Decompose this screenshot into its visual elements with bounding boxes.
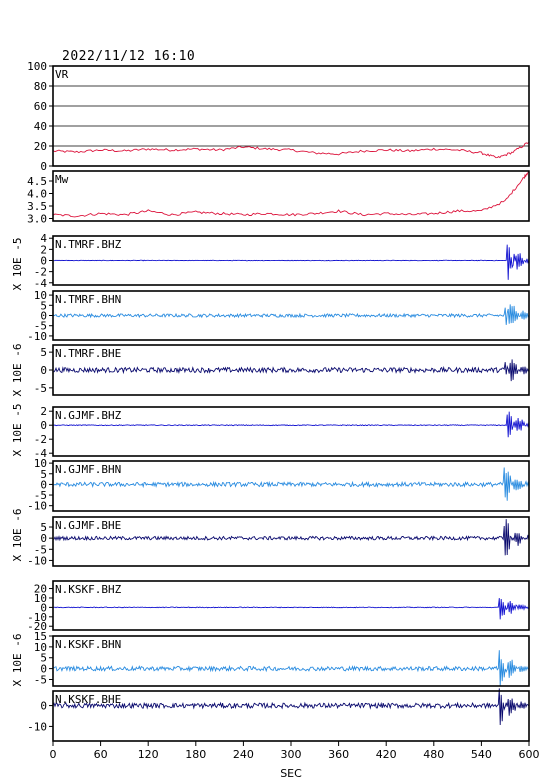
unit-label: X 10E -5 bbox=[11, 404, 24, 457]
panel-label: N.KSKF.BHZ bbox=[55, 583, 122, 596]
unit-label: X 10E -6 bbox=[11, 344, 24, 397]
panel-frame bbox=[52, 690, 530, 742]
panel-frame bbox=[52, 516, 530, 567]
y-tick-label: 0 bbox=[40, 700, 47, 713]
y-tick-label: 0 bbox=[40, 532, 47, 545]
panel-frame bbox=[52, 406, 530, 457]
y-tick-label: 0 bbox=[40, 663, 47, 676]
panel-label: N.KSKF.BHE bbox=[55, 693, 121, 706]
y-tick-label: 40 bbox=[34, 120, 47, 133]
series-line bbox=[52, 598, 530, 620]
y-tick-label: -10 bbox=[27, 330, 47, 343]
series-line bbox=[52, 467, 530, 501]
y-tick-label: -20 bbox=[27, 620, 47, 633]
y-tick-label: -4 bbox=[34, 277, 48, 290]
series-line bbox=[52, 141, 530, 159]
y-tick-label: 5 bbox=[40, 652, 47, 665]
y-tick-label: -2 bbox=[34, 266, 47, 279]
y-tick-label: 0 bbox=[40, 419, 47, 432]
chart-title: 2022/11/12 16:10 bbox=[62, 49, 196, 64]
series-line bbox=[52, 359, 530, 382]
y-tick-label: -5 bbox=[34, 543, 47, 556]
y-tick-label: 4.0 bbox=[27, 188, 47, 201]
y-tick-label: 0 bbox=[40, 160, 47, 173]
series-line bbox=[52, 688, 530, 726]
y-tick-label: -10 bbox=[27, 554, 47, 567]
x-tick-label: 120 bbox=[138, 748, 159, 761]
y-tick-label: -4 bbox=[34, 447, 48, 460]
panel-frame bbox=[52, 65, 530, 167]
y-tick-label: 100 bbox=[27, 60, 47, 73]
y-tick-label: -2 bbox=[34, 433, 47, 446]
panel-label: N.GJMF.BHN bbox=[55, 463, 121, 476]
y-tick-label: 20 bbox=[34, 140, 47, 153]
x-tick-label: 300 bbox=[281, 748, 302, 761]
y-tick-label: -10 bbox=[27, 720, 47, 733]
y-tick-label: 3.0 bbox=[27, 213, 47, 226]
x-tick-label: 0 bbox=[50, 748, 57, 761]
series-line bbox=[52, 411, 530, 438]
panel-label: N.GJMF.BHE bbox=[55, 519, 121, 532]
panel-frame bbox=[52, 170, 530, 222]
y-tick-label: -10 bbox=[27, 611, 47, 624]
y-tick-label: 80 bbox=[34, 80, 47, 93]
y-tick-label: 0 bbox=[40, 255, 47, 268]
y-tick-label: 5 bbox=[40, 299, 47, 312]
unit-label: X 10E -5 bbox=[11, 238, 24, 291]
y-tick-label: 3.5 bbox=[27, 200, 47, 213]
y-tick-label: 0 bbox=[40, 310, 47, 323]
y-tick-label: 0 bbox=[40, 364, 47, 377]
x-tick-label: 360 bbox=[328, 748, 349, 761]
y-tick-label: -5 bbox=[34, 320, 47, 333]
series-line bbox=[52, 650, 530, 687]
panel-label: N.TMRF.BHZ bbox=[55, 238, 122, 251]
y-tick-label: 2 bbox=[40, 405, 47, 418]
y-tick-label: 10 bbox=[34, 457, 47, 470]
series-line bbox=[52, 519, 530, 556]
panel-label: VR bbox=[55, 68, 69, 81]
x-tick-label: 420 bbox=[376, 748, 397, 761]
series-line bbox=[52, 304, 530, 325]
panel-label: N.TMRF.BHN bbox=[55, 293, 121, 306]
x-tick-label: 240 bbox=[233, 748, 254, 761]
y-tick-label: -5 bbox=[34, 489, 47, 502]
panel-frame bbox=[52, 460, 530, 512]
x-tick-label: 60 bbox=[94, 748, 108, 761]
y-tick-label: 4.5 bbox=[27, 175, 47, 188]
y-tick-label: 5 bbox=[40, 346, 47, 359]
x-axis-label: SEC bbox=[280, 767, 302, 780]
y-tick-label: 10 bbox=[34, 289, 47, 302]
panel-label: N.TMRF.BHE bbox=[55, 347, 121, 360]
x-tick-label: 600 bbox=[519, 748, 540, 761]
panel-label: N.GJMF.BHZ bbox=[55, 409, 122, 422]
panel-label: Mw bbox=[55, 173, 69, 186]
panel-frame bbox=[52, 635, 530, 687]
y-tick-label: 4 bbox=[40, 232, 47, 245]
unit-label: X 10E -6 bbox=[11, 634, 24, 687]
y-tick-label: 15 bbox=[34, 630, 47, 643]
y-tick-label: 20 bbox=[34, 583, 47, 596]
y-tick-label: -5 bbox=[34, 382, 47, 395]
y-tick-label: 10 bbox=[34, 641, 47, 654]
x-tick-label: 180 bbox=[185, 748, 206, 761]
series-line bbox=[52, 170, 530, 218]
panel-frame bbox=[52, 580, 530, 631]
y-tick-label: 5 bbox=[40, 468, 47, 481]
x-tick-label: 540 bbox=[471, 748, 492, 761]
y-tick-label: 60 bbox=[34, 100, 47, 113]
x-tick-label: 480 bbox=[423, 748, 444, 761]
y-tick-label: 0 bbox=[40, 478, 47, 491]
y-tick-label: 10 bbox=[34, 592, 47, 605]
unit-label: X 10E -6 bbox=[11, 509, 24, 562]
y-tick-label: 0 bbox=[40, 601, 47, 614]
y-tick-label: 5 bbox=[40, 521, 47, 534]
y-tick-label: 2 bbox=[40, 243, 47, 256]
series-line bbox=[53, 244, 530, 280]
panel-label: N.KSKF.BHN bbox=[55, 638, 121, 651]
y-tick-label: -5 bbox=[34, 673, 47, 686]
y-tick-label: -10 bbox=[27, 500, 47, 513]
